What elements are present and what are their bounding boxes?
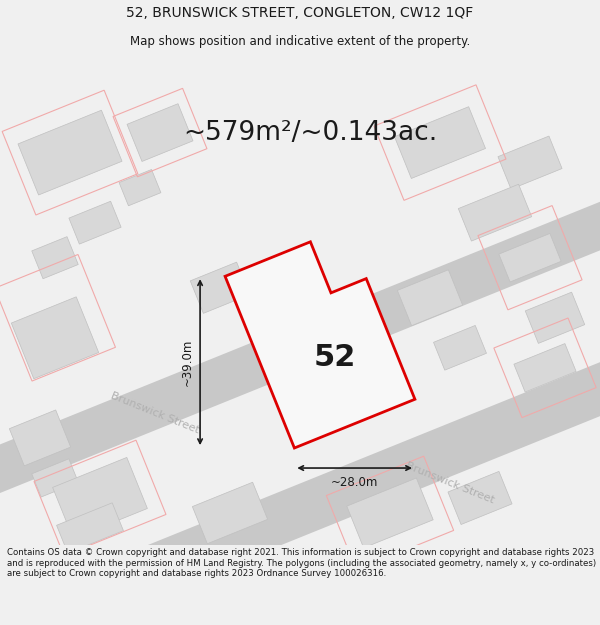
Polygon shape <box>193 482 268 544</box>
Text: ~579m²/~0.143ac.: ~579m²/~0.143ac. <box>183 119 437 146</box>
Polygon shape <box>190 262 250 313</box>
Polygon shape <box>32 459 78 497</box>
Polygon shape <box>514 344 576 392</box>
Text: Map shows position and indicative extent of the property.: Map shows position and indicative extent… <box>130 35 470 48</box>
Polygon shape <box>10 410 71 466</box>
Text: 52: 52 <box>314 343 356 372</box>
Text: Brunswick Street: Brunswick Street <box>404 461 496 505</box>
Text: ~28.0m: ~28.0m <box>331 476 379 489</box>
Polygon shape <box>434 326 487 370</box>
Polygon shape <box>499 234 561 282</box>
Polygon shape <box>498 136 562 189</box>
Polygon shape <box>11 297 98 379</box>
Polygon shape <box>225 242 415 448</box>
Polygon shape <box>347 478 433 548</box>
Polygon shape <box>18 110 122 195</box>
Polygon shape <box>4 266 600 625</box>
Text: Brunswick Street: Brunswick Street <box>109 391 201 435</box>
Polygon shape <box>448 471 512 524</box>
Polygon shape <box>397 270 463 326</box>
Polygon shape <box>32 237 78 279</box>
Text: ~39.0m: ~39.0m <box>181 339 194 386</box>
Polygon shape <box>69 201 121 244</box>
Polygon shape <box>127 104 193 161</box>
Polygon shape <box>270 289 373 391</box>
Text: Contains OS data © Crown copyright and database right 2021. This information is : Contains OS data © Crown copyright and d… <box>7 548 596 578</box>
Polygon shape <box>53 458 148 539</box>
Polygon shape <box>525 292 585 343</box>
Text: 52, BRUNSWICK STREET, CONGLETON, CW12 1QF: 52, BRUNSWICK STREET, CONGLETON, CW12 1Q… <box>127 6 473 19</box>
Polygon shape <box>119 169 161 206</box>
Polygon shape <box>56 503 124 553</box>
Polygon shape <box>0 198 600 578</box>
Polygon shape <box>394 107 485 179</box>
Polygon shape <box>458 184 532 241</box>
